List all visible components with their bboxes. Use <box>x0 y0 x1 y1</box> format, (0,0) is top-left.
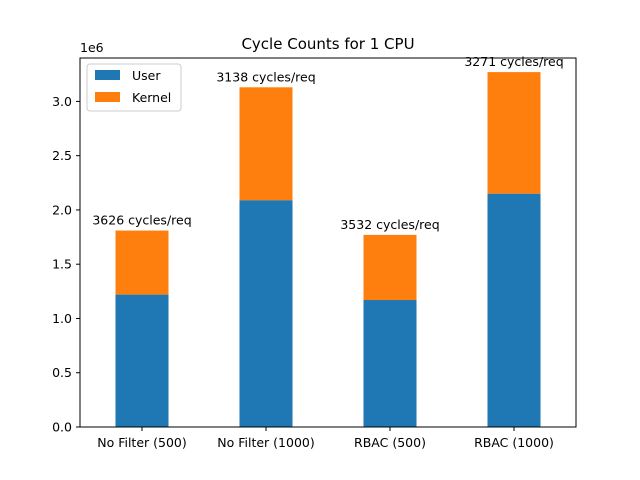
x-tick-label-2: RBAC (500) <box>354 435 426 450</box>
legend: User Kernel <box>86 63 182 112</box>
legend-label-user: User <box>132 68 161 83</box>
bar-user-1 <box>239 200 293 427</box>
data-label-1: 3138 cycles/req <box>216 69 315 84</box>
legend-swatch-user <box>95 70 120 80</box>
x-tick-label-0: No Filter (500) <box>97 435 187 450</box>
x-tick-label-3: RBAC (1000) <box>474 435 554 450</box>
y-tick-label-4: 2.0 <box>52 202 72 217</box>
legend-label-kernel: Kernel <box>132 90 171 105</box>
y-tick-label-0: 0.0 <box>52 420 72 435</box>
bar-user-3 <box>487 193 541 427</box>
axes-layer: No Filter (500) No Filter (1000) RBAC (500… <box>52 57 577 450</box>
x-tick-label-1: No Filter (1000) <box>217 435 314 450</box>
y-tick-label-2: 1.0 <box>52 311 72 326</box>
data-label-2: 3532 cycles/req <box>340 217 439 232</box>
legend-swatch-kernel <box>95 92 120 102</box>
plot-frame <box>79 57 577 428</box>
bar-kernel-2 <box>363 234 417 301</box>
bars-layer <box>115 72 541 427</box>
y-tick-label-6: 3.0 <box>52 94 72 109</box>
chart-title: Cycle Counts for 1 CPU <box>241 35 414 53</box>
y-tick-label-5: 2.5 <box>52 148 72 163</box>
y-tick-label-1: 0.5 <box>52 365 72 380</box>
data-label-0: 3626 cycles/req <box>92 213 191 228</box>
bar-kernel-1 <box>239 87 293 201</box>
y-tick-label-3: 1.5 <box>52 257 72 272</box>
y-scale-multiplier: 1e6 <box>80 40 104 55</box>
bar-kernel-0 <box>115 230 169 295</box>
data-label-3: 3271 cycles/req <box>464 54 563 69</box>
bar-user-2 <box>363 300 417 427</box>
bar-user-0 <box>115 294 169 427</box>
bar-kernel-3 <box>487 72 541 194</box>
